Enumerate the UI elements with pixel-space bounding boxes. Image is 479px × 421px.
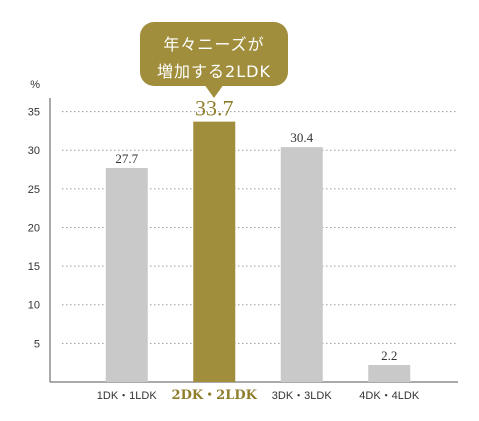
y-tick-label-30: 30 [28, 145, 40, 157]
bar-4 [368, 365, 411, 382]
bar-3 [280, 147, 323, 382]
callout-line-2: 増加する2LDK [157, 62, 271, 81]
bar-1 [105, 167, 148, 382]
x-category-label-1: 1DK・1LDK [97, 390, 158, 402]
bar-2 [193, 121, 236, 382]
x-category-label-3: 3DK・3LDK [272, 390, 333, 402]
bar-value-label-1: 27.7 [115, 151, 138, 166]
callout-tail [204, 84, 224, 98]
y-tick-label-15: 15 [28, 261, 40, 273]
bar-value-label-2: 33.7 [195, 96, 234, 121]
x-category-label-4: 4DK・4LDK [359, 390, 420, 402]
callout-line-1: 年々ニーズが [163, 35, 265, 54]
callout-bubble: 年々ニーズが 増加する2LDK [140, 22, 288, 98]
bar-value-label-3: 30.4 [290, 130, 313, 145]
y-tick-label-35: 35 [28, 107, 40, 119]
y-tick-label-25: 25 [28, 184, 40, 196]
x-category-label-2: 2DK・2LDK [172, 388, 258, 403]
y-tick-label-5: 5 [34, 338, 40, 350]
y-unit-label: % [30, 79, 40, 91]
bar-value-label-4: 2.2 [381, 348, 397, 363]
y-tick-label-10: 10 [28, 300, 40, 312]
y-tick-label-20: 20 [28, 222, 40, 234]
callout-shape [140, 22, 288, 86]
